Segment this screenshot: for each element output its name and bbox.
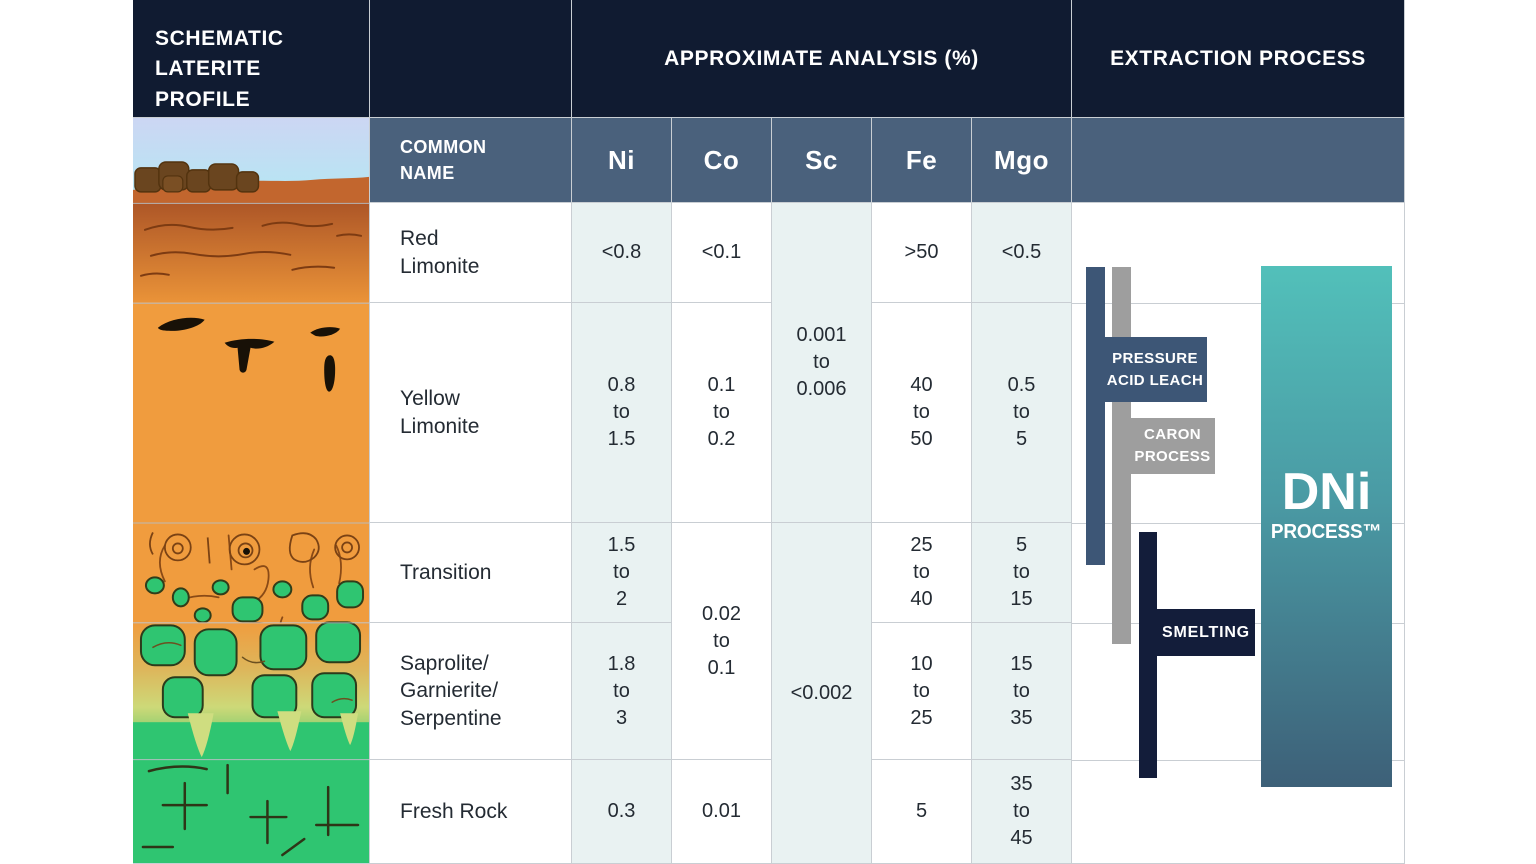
row-divider-line: [1072, 303, 1404, 304]
caron-process-label: CARON PROCESS: [1130, 418, 1215, 474]
extraction-subheader-spacer: [1072, 118, 1405, 203]
row-name-saprolite: Saprolite/ Garnierite/ Serpentine: [370, 623, 572, 760]
element-header-sc: Sc: [772, 118, 872, 203]
cell-yellow-limonite-co: 0.1 to 0.2: [672, 303, 772, 523]
cell-sc-limonite-merged: 0.001 to 0.006: [772, 203, 872, 523]
extraction-process-panel: PRESSURE ACID LEACH CARON PROCESS SMELTI…: [1072, 203, 1405, 864]
header-spacer-cell: [370, 0, 572, 118]
pressure-acid-leach-label: PRESSURE ACID LEACH: [1103, 337, 1207, 402]
extraction-header-cell: EXTRACTION PROCESS: [1072, 0, 1405, 118]
smelting-bar: [1139, 532, 1157, 778]
row-name-red-limonite: Red Limonite: [370, 203, 572, 303]
laterite-layers-drawing: [133, 118, 369, 863]
cell-fresh-rock-ni: 0.3: [572, 760, 672, 864]
cell-transition-fe: 25 to 40: [872, 523, 972, 623]
cell-yellow-limonite-fe: 40 to 50: [872, 303, 972, 523]
cell-yellow-limonite-ni: 0.8 to 1.5: [572, 303, 672, 523]
smelting-label: SMELTING: [1157, 609, 1255, 656]
cell-fresh-rock-fe: 5: [872, 760, 972, 864]
cell-co-transition-saprolite-merged: 0.02 to 0.1: [672, 523, 772, 760]
common-name-header: COMMON NAME: [370, 118, 572, 203]
cell-saprolite-fe: 10 to 25: [872, 623, 972, 760]
profile-header-cell: SCHEMATIC LATERITE PROFILE: [133, 0, 370, 118]
row-name-fresh-rock: Fresh Rock: [370, 760, 572, 864]
element-header-ni: Ni: [572, 118, 672, 203]
analysis-header-cell: APPROXIMATE ANALYSIS (%): [572, 0, 1072, 118]
row-name-transition: Transition: [370, 523, 572, 623]
dni-process-bar: DNi PROCESS™: [1261, 266, 1392, 787]
element-header-mgo: Mgo: [972, 118, 1072, 203]
element-header-fe: Fe: [872, 118, 972, 203]
cell-transition-ni: 1.5 to 2: [572, 523, 672, 623]
row-divider-line: [1072, 760, 1404, 761]
cell-fresh-rock-mgo: 35 to 45: [972, 760, 1072, 864]
cell-yellow-limonite-mgo: 0.5 to 5: [972, 303, 1072, 523]
caron-process-bar: [1112, 267, 1131, 644]
dni-logo: DNi: [1281, 463, 1372, 521]
laterite-profile-illustration: [133, 118, 370, 864]
cell-fresh-rock-co: 0.01: [672, 760, 772, 864]
laterite-table: SCHEMATIC LATERITE PROFILE APPROXIMATE A…: [133, 0, 1405, 864]
element-header-co: Co: [672, 118, 772, 203]
dni-process-label: PROCESS™: [1271, 521, 1382, 543]
cell-sc-deep-merged: <0.002: [772, 523, 872, 864]
row-name-yellow-limonite: Yellow Limonite: [370, 303, 572, 523]
cell-red-limonite-ni: <0.8: [572, 203, 672, 303]
cell-transition-mgo: 5 to 15: [972, 523, 1072, 623]
cell-red-limonite-co: <0.1: [672, 203, 772, 303]
cell-red-limonite-mgo: <0.5: [972, 203, 1072, 303]
cell-saprolite-mgo: 15 to 35: [972, 623, 1072, 760]
row-divider-line: [1072, 523, 1404, 524]
cell-saprolite-ni: 1.8 to 3: [572, 623, 672, 760]
pressure-acid-leach-bar: [1086, 267, 1105, 565]
cell-red-limonite-fe: >50: [872, 203, 972, 303]
